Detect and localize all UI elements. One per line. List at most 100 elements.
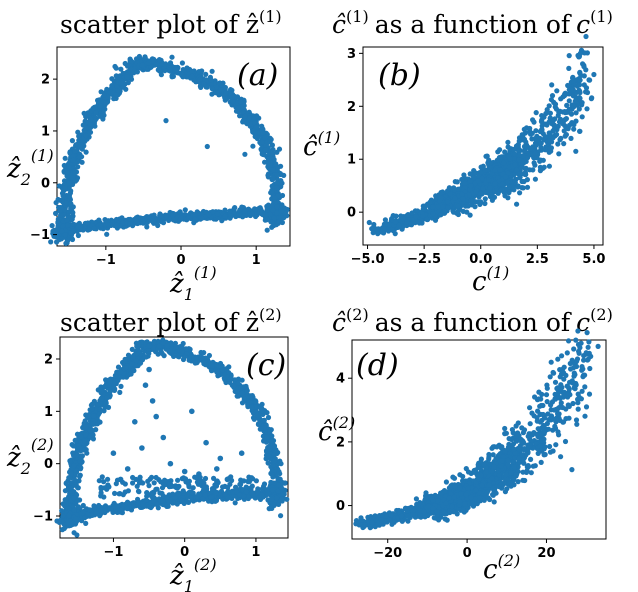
scatter-point (105, 218, 111, 224)
scatter-point (519, 132, 525, 138)
scatter-point (184, 65, 190, 71)
scatter-point (510, 147, 517, 153)
scatter-point (427, 199, 433, 205)
scatter-point (275, 165, 281, 171)
scatter-point (563, 132, 570, 138)
scatter-point (542, 133, 548, 140)
panel-c-title: scatter plot of ẑ(2) (60, 305, 282, 337)
scatter-point (97, 513, 103, 519)
scatter-point (59, 236, 65, 242)
scatter-point (259, 139, 266, 145)
scatter-point (90, 105, 96, 112)
panel-a-y-axis-label: ẑ2(1) (6, 146, 54, 189)
scatter-point (181, 212, 187, 218)
scatter-point (265, 156, 272, 162)
scatter-point (115, 377, 121, 383)
scatter-point (472, 204, 478, 210)
panel-a-x-ticks: −1 0 1 (96, 246, 261, 268)
scatter-point (79, 159, 85, 165)
scatter-point (409, 210, 415, 216)
scatter-point (139, 62, 145, 68)
scatter-point (179, 497, 185, 503)
scatter-point (524, 177, 531, 183)
scatter-point (513, 143, 520, 149)
scatter-point (521, 126, 527, 132)
scatter-point (67, 458, 73, 464)
scatter-point (64, 217, 70, 223)
scatter-point (68, 471, 74, 477)
scatter-point (97, 419, 103, 425)
scatter-point (497, 167, 503, 173)
scatter-point (68, 485, 74, 491)
scatter-point (430, 204, 436, 210)
x-tick-label: 5.0 (582, 252, 605, 267)
scatter-point (554, 131, 560, 138)
scatter-point (396, 222, 402, 228)
scatter-point (124, 74, 130, 80)
scatter-point (530, 117, 536, 123)
scatter-point (237, 207, 243, 213)
scatter-point (173, 67, 179, 73)
scatter-point (547, 145, 554, 151)
scatter-point (174, 501, 180, 507)
scatter-point (93, 110, 99, 116)
scatter-point (562, 110, 569, 116)
scatter-point (570, 93, 576, 99)
scatter-point (267, 139, 273, 145)
scatter-point (532, 162, 538, 168)
scatter-point (451, 187, 458, 193)
scatter-point (512, 161, 518, 168)
scatter-point (199, 215, 205, 221)
scatter-point (118, 383, 124, 389)
scatter-point (583, 33, 589, 40)
scatter-point (53, 200, 59, 206)
scatter-point (75, 504, 81, 510)
scatter-point (546, 103, 552, 109)
panel-a-title: scatter plot of ẑ(1) (60, 7, 282, 39)
scatter-point (548, 97, 555, 103)
scatter-point (517, 175, 523, 181)
scatter-point (140, 220, 146, 226)
scatter-point (250, 128, 256, 134)
scatter-point (209, 91, 215, 97)
scatter-point (117, 389, 123, 395)
scatter-point (59, 228, 65, 234)
scatter-point (97, 103, 104, 109)
scatter-point (386, 222, 393, 228)
scatter-point (223, 90, 229, 96)
scatter-point (95, 401, 101, 407)
y-tick-label: 0 (347, 206, 356, 221)
scatter-point (264, 227, 270, 233)
scatter-point (208, 77, 214, 83)
scatter-point (270, 151, 276, 157)
y-tick-label: 3 (347, 47, 356, 62)
scatter-point (113, 216, 120, 223)
scatter-point (68, 230, 74, 236)
scatter-point (124, 506, 130, 512)
scatter-point (556, 151, 562, 157)
scatter-point (551, 122, 557, 128)
scatter-point (203, 71, 209, 77)
scatter-point (253, 399, 259, 405)
scatter-point (227, 376, 233, 382)
scatter-point (514, 167, 520, 173)
scatter-point (128, 371, 134, 377)
scatter-point (499, 181, 505, 187)
scatter-point (577, 95, 583, 101)
x-tick-label: 2.5 (526, 252, 549, 267)
scatter-point (505, 144, 511, 150)
scatter-point (502, 149, 508, 155)
scatter-point (201, 360, 207, 366)
scatter-point (577, 128, 583, 134)
scatter-point (528, 131, 534, 137)
scatter-point (267, 211, 273, 217)
scatter-point (128, 58, 134, 64)
scatter-point (265, 460, 271, 466)
scatter-point (68, 201, 74, 207)
scatter-point (130, 354, 136, 360)
scatter-point (591, 71, 597, 78)
scatter-point (467, 212, 473, 218)
scatter-point (83, 149, 89, 155)
